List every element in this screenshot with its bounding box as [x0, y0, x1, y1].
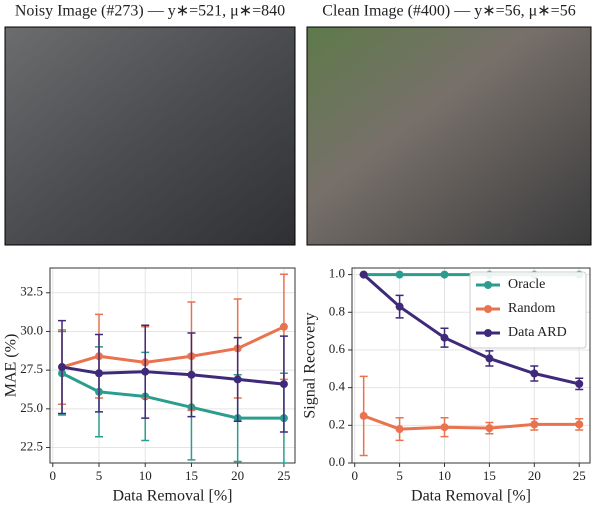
point: [485, 354, 494, 363]
legend-swatch: [484, 329, 492, 337]
point: [95, 369, 103, 378]
point: [359, 270, 368, 279]
x-tick-label: 0: [50, 468, 57, 483]
photo: [4, 26, 296, 246]
photo: [306, 26, 592, 246]
legend-label: Data ARD: [508, 325, 567, 340]
point: [187, 370, 196, 379]
point: [395, 302, 404, 311]
x-tick-label: 10: [438, 468, 451, 483]
point: [141, 367, 150, 376]
point: [233, 375, 242, 384]
point: [440, 423, 449, 432]
x-axis-label: Data Removal [%]: [411, 488, 531, 505]
series-line: [363, 414, 580, 431]
y-tick-label: 25.0: [20, 400, 43, 415]
series-line: [362, 273, 580, 386]
plot-frame: [351, 267, 591, 464]
point: [575, 420, 584, 429]
x-tick-label: 15: [483, 468, 496, 483]
series-line: [61, 371, 284, 420]
point: [485, 424, 494, 433]
legend-box: [469, 271, 587, 349]
point: [395, 270, 404, 279]
point: [395, 425, 404, 434]
legend-swatch: [484, 305, 492, 313]
y-tick-label: 0.4: [329, 379, 346, 394]
y-tick-label: 27.5: [20, 361, 43, 376]
y-tick-label: 1.0: [329, 266, 345, 281]
image-title: Clean Image (#400) — y∗=56, μ∗=56: [322, 3, 575, 20]
x-tick-label: 20: [231, 468, 244, 483]
x-tick-label: 5: [396, 468, 403, 483]
point: [575, 379, 584, 388]
y-tick-label: 0.6: [329, 341, 346, 356]
x-tick-label: 20: [528, 468, 541, 483]
series-line: [61, 365, 285, 386]
point: [440, 333, 449, 342]
point: [279, 380, 288, 389]
plot-frame: [49, 267, 296, 464]
y-tick-label: 0.8: [329, 303, 345, 318]
point: [279, 322, 288, 331]
x-tick-label: 15: [185, 468, 198, 483]
x-tick-label: 5: [96, 468, 103, 483]
legend-swatch: [484, 281, 492, 289]
y-axis-label: MAE (%): [3, 334, 20, 398]
point: [359, 411, 368, 420]
x-tick-label: 25: [573, 468, 586, 483]
point: [58, 363, 67, 372]
series-line: [61, 325, 285, 369]
y-tick-label: 22.5: [20, 439, 43, 454]
x-axis-label: Data Removal [%]: [113, 488, 233, 505]
point: [530, 420, 539, 429]
legend-label: Random: [508, 301, 556, 316]
x-tick-label: 0: [351, 468, 358, 483]
x-tick-label: 25: [277, 468, 290, 483]
y-tick-label: 30.0: [20, 322, 43, 337]
y-tick-label: 0.0: [329, 454, 345, 469]
x-tick-label: 10: [139, 468, 152, 483]
image-title: Noisy Image (#273) — y∗=521, μ∗=840: [15, 3, 285, 20]
y-tick-label: 32.5: [20, 284, 43, 299]
point: [530, 369, 539, 378]
legend-label: Oracle: [508, 277, 545, 292]
y-tick-label: 0.2: [329, 416, 345, 431]
point: [440, 270, 449, 279]
y-axis-label: Signal Recovery: [302, 312, 319, 418]
